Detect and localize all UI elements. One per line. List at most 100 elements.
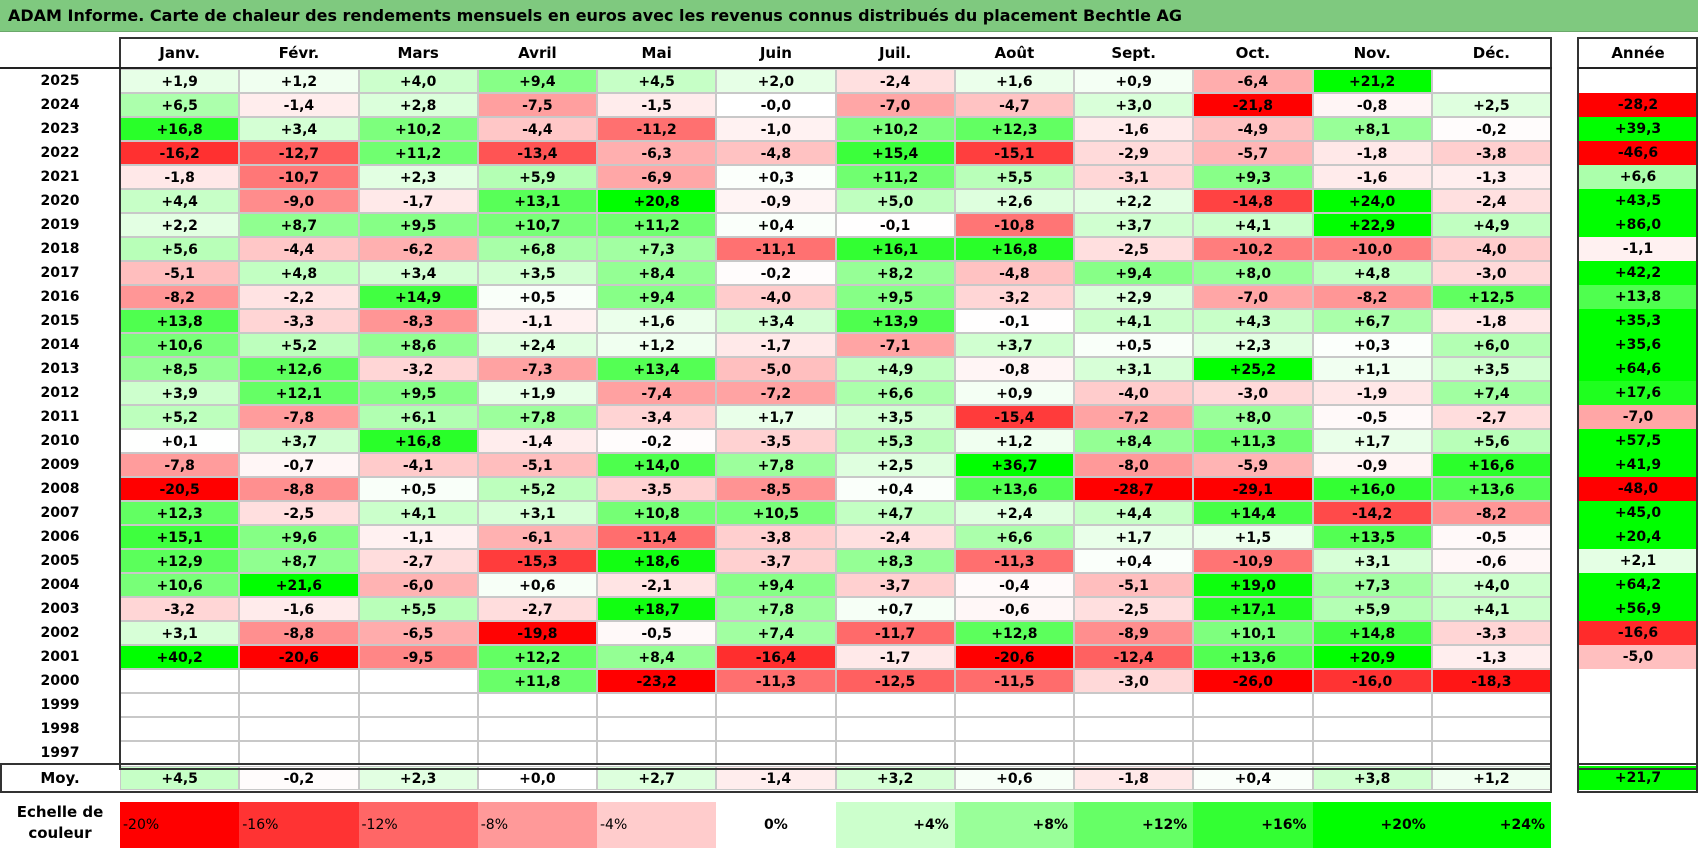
heatmap-cell: -1,4 bbox=[477, 429, 597, 453]
heatmap-cell: +5,5 bbox=[358, 597, 478, 621]
heatmap-cell: +5,9 bbox=[477, 165, 597, 189]
heatmap-cell: -3,2 bbox=[120, 597, 240, 621]
heatmap-cell bbox=[1312, 717, 1432, 741]
heatmap-cell: +10,7 bbox=[477, 213, 597, 237]
heatmap-cell: -1,0 bbox=[716, 117, 836, 141]
heatmap-cell: -19,8 bbox=[477, 621, 597, 645]
heatmap-cell: +4,9 bbox=[835, 357, 955, 381]
heatmap-cell: +3,7 bbox=[239, 429, 359, 453]
heatmap-cell: +8,0 bbox=[1193, 261, 1313, 285]
heatmap-cell: +0,3 bbox=[716, 165, 836, 189]
annual-cell: +42,2 bbox=[1578, 261, 1698, 285]
heatmap-cell: +11,2 bbox=[358, 141, 478, 165]
heatmap-cell bbox=[835, 693, 955, 717]
heatmap-cell bbox=[477, 717, 597, 741]
heatmap-cell: +8,4 bbox=[597, 645, 717, 669]
annual-cell: +6,6 bbox=[1578, 165, 1698, 189]
heatmap-cell: +6,0 bbox=[1431, 333, 1551, 357]
heatmap-cell: -0,5 bbox=[597, 621, 717, 645]
year-label: 2020 bbox=[40, 193, 80, 209]
heatmap-cell: +0,5 bbox=[358, 477, 478, 501]
month-header: Août bbox=[994, 44, 1035, 62]
annual-cell: +45,0 bbox=[1578, 501, 1698, 525]
heatmap-cell bbox=[477, 741, 597, 765]
heatmap-cell: +0,9 bbox=[1074, 69, 1194, 93]
heatmap-cell: -18,3 bbox=[1431, 669, 1551, 693]
heatmap-cell: +2,3 bbox=[1193, 333, 1313, 357]
heatmap-cell: -21,8 bbox=[1193, 93, 1313, 117]
heatmap-cell: -1,6 bbox=[239, 597, 359, 621]
heatmap-cell bbox=[597, 717, 717, 741]
heatmap-cell: -0,9 bbox=[716, 189, 836, 213]
annual-cell: +64,2 bbox=[1578, 573, 1698, 597]
heatmap-cell: +10,6 bbox=[120, 333, 240, 357]
heatmap-cell: +7,4 bbox=[716, 621, 836, 645]
annual-cell bbox=[1578, 693, 1698, 717]
annual-cell bbox=[1578, 669, 1698, 693]
heatmap-cell: -4,8 bbox=[954, 261, 1074, 285]
heatmap-cell: +5,6 bbox=[120, 237, 240, 261]
heatmap-cell: +16,6 bbox=[1431, 453, 1551, 477]
heatmap-cell: -2,7 bbox=[477, 597, 597, 621]
heatmap-cell: +4,7 bbox=[835, 501, 955, 525]
heatmap-cell: -16,4 bbox=[716, 645, 836, 669]
heatmap-cell: +1,5 bbox=[1193, 525, 1313, 549]
heatmap-cell: +5,0 bbox=[835, 189, 955, 213]
year-label: 1999 bbox=[40, 697, 80, 713]
heatmap-cell: +14,4 bbox=[1193, 501, 1313, 525]
heatmap-cell: +11,2 bbox=[597, 213, 717, 237]
heatmap-cell: -14,2 bbox=[1312, 501, 1432, 525]
heatmap-cell: -0,9 bbox=[1312, 453, 1432, 477]
heatmap-cell: -0,0 bbox=[716, 93, 836, 117]
heatmap-cell: -0,5 bbox=[1312, 405, 1432, 429]
heatmap-cell: +18,7 bbox=[597, 597, 717, 621]
heatmap-cell: +8,1 bbox=[1312, 117, 1432, 141]
annual-cell: +35,3 bbox=[1578, 309, 1698, 333]
average-annual-cell: +21,7 bbox=[1578, 766, 1698, 790]
heatmap-cell: -7,4 bbox=[597, 381, 717, 405]
heatmap-cell bbox=[1193, 693, 1313, 717]
heatmap-cell: -8,8 bbox=[239, 621, 359, 645]
heatmap-cell: -7,2 bbox=[1074, 405, 1194, 429]
heatmap-cell: -10,0 bbox=[1312, 237, 1432, 261]
heatmap-cell bbox=[716, 741, 836, 765]
month-header: Avril bbox=[518, 44, 557, 62]
heatmap-cell: -8,3 bbox=[358, 309, 478, 333]
heatmap-cell: -4,0 bbox=[1074, 381, 1194, 405]
heatmap-cell: +8,0 bbox=[1193, 405, 1313, 429]
annual-cell: -1,1 bbox=[1578, 237, 1698, 261]
heatmap-cell: -4,1 bbox=[358, 453, 478, 477]
heatmap-cell: +20,8 bbox=[597, 189, 717, 213]
heatmap-cell: -3,5 bbox=[597, 477, 717, 501]
heatmap-cell: +9,4 bbox=[597, 285, 717, 309]
heatmap-cell: -3,1 bbox=[1074, 165, 1194, 189]
heatmap-cell: +6,6 bbox=[954, 525, 1074, 549]
average-cell: +3,2 bbox=[835, 766, 955, 790]
legend-swatch: -16% bbox=[239, 802, 359, 848]
heatmap-cell: -7,0 bbox=[1193, 285, 1313, 309]
heatmap-cell: +1,7 bbox=[1312, 429, 1432, 453]
heatmap-cell: +21,2 bbox=[1312, 69, 1432, 93]
heatmap-cell: +4,1 bbox=[1193, 213, 1313, 237]
month-header: Mars bbox=[397, 44, 439, 62]
annual-cell: +20,4 bbox=[1578, 525, 1698, 549]
year-label: 2011 bbox=[40, 409, 80, 425]
year-label: 2024 bbox=[40, 97, 80, 113]
heatmap-cell: -4,4 bbox=[477, 117, 597, 141]
heatmap-cell bbox=[1074, 717, 1194, 741]
annual-cell: +39,3 bbox=[1578, 117, 1698, 141]
heatmap-cell: +3,4 bbox=[239, 117, 359, 141]
heatmap-cell: +9,6 bbox=[239, 525, 359, 549]
heatmap-cell: -28,7 bbox=[1074, 477, 1194, 501]
heatmap-cell: +0,9 bbox=[954, 381, 1074, 405]
heatmap-cell: -11,5 bbox=[954, 669, 1074, 693]
heatmap-cell: -1,7 bbox=[716, 333, 836, 357]
heatmap-cell: +1,7 bbox=[1074, 525, 1194, 549]
heatmap-cell: -11,4 bbox=[597, 525, 717, 549]
month-header: Juil. bbox=[879, 44, 912, 62]
heatmap-cell: +4,4 bbox=[120, 189, 240, 213]
heatmap-cell: +25,2 bbox=[1193, 357, 1313, 381]
heatmap-cell: +2,4 bbox=[477, 333, 597, 357]
heatmap-cell bbox=[1312, 693, 1432, 717]
heatmap-cell: +1,1 bbox=[1312, 357, 1432, 381]
